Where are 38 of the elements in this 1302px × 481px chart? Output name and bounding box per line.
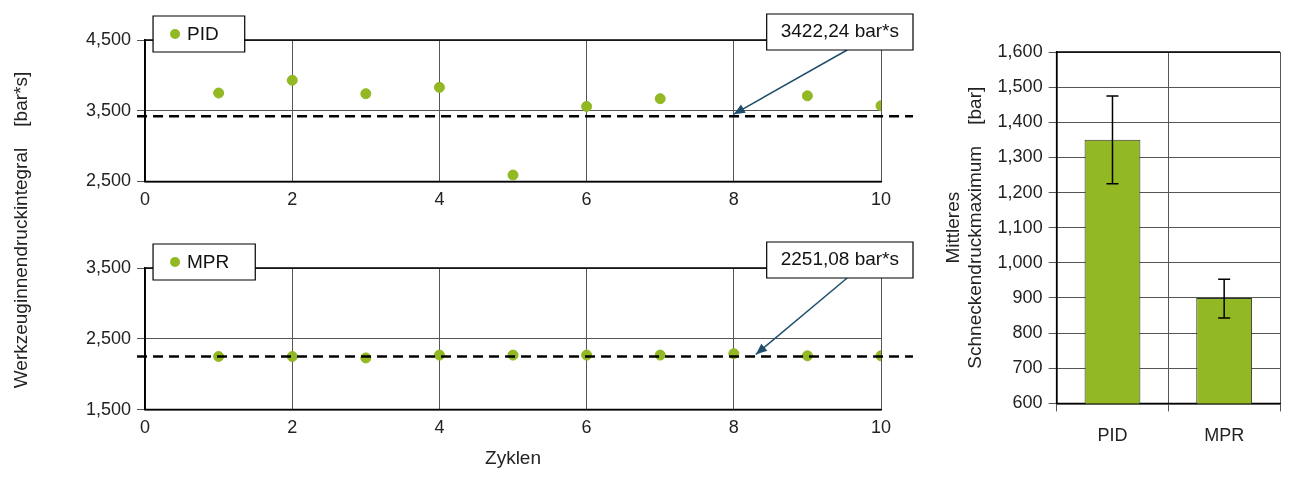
annotation: 2251,08 bar*s xyxy=(780,248,900,270)
y-tick-label: 3,500 xyxy=(86,256,132,277)
legend-label: MPR xyxy=(187,251,230,273)
x-tick-label: 8 xyxy=(728,189,739,210)
y-tick-label: 1,600 xyxy=(997,40,1043,61)
x-tick-label: 0 xyxy=(140,417,151,438)
x-tick-label: 6 xyxy=(581,189,592,210)
x-tick-label: 4 xyxy=(434,189,445,210)
y-tick-label: 900 xyxy=(1012,286,1043,307)
x-tick-label: 0 xyxy=(140,189,151,210)
y-tick-label: 4,500 xyxy=(86,28,132,49)
y-tick-label: 2,500 xyxy=(86,170,132,191)
y-tick-label: 700 xyxy=(1012,357,1043,378)
y-tick-label: 1,400 xyxy=(997,111,1043,132)
y-tick-label: 1,300 xyxy=(997,146,1043,167)
x-tick-label: 6 xyxy=(581,417,592,438)
y-tick-label: 600 xyxy=(1012,392,1043,413)
x-tick-label: 8 xyxy=(728,417,739,438)
y-tick-label: 2,500 xyxy=(86,327,132,348)
x-tick-label: 2 xyxy=(287,417,298,438)
x-tick-label: 4 xyxy=(434,417,445,438)
legend-label: PID xyxy=(187,23,219,45)
y-tick-label: 800 xyxy=(1012,322,1043,343)
y-axis-title: Mittleres Schneckendruckmaximum [bar] xyxy=(941,86,986,369)
x-tick-label: 10 xyxy=(870,417,892,438)
y-tick-label: 1,200 xyxy=(997,181,1043,202)
annotation: 3422,24 bar*s xyxy=(780,20,900,42)
y-tick-label: 3,500 xyxy=(86,99,132,120)
x-axis-title: Zyklen xyxy=(485,446,542,468)
x-tick-label: MPR xyxy=(1204,425,1245,446)
y-axis-title: Werkzeuginnendruckintegral [bar*s] xyxy=(10,70,32,391)
y-tick-label: 1,500 xyxy=(997,76,1043,97)
x-tick-label: 2 xyxy=(287,189,298,210)
x-tick-label: PID xyxy=(1097,425,1128,446)
y-tick-label: 1,100 xyxy=(997,216,1043,237)
x-tick-label: 10 xyxy=(870,189,892,210)
y-tick-label: 1,500 xyxy=(86,398,132,419)
y-tick-label: 1,000 xyxy=(997,251,1043,272)
